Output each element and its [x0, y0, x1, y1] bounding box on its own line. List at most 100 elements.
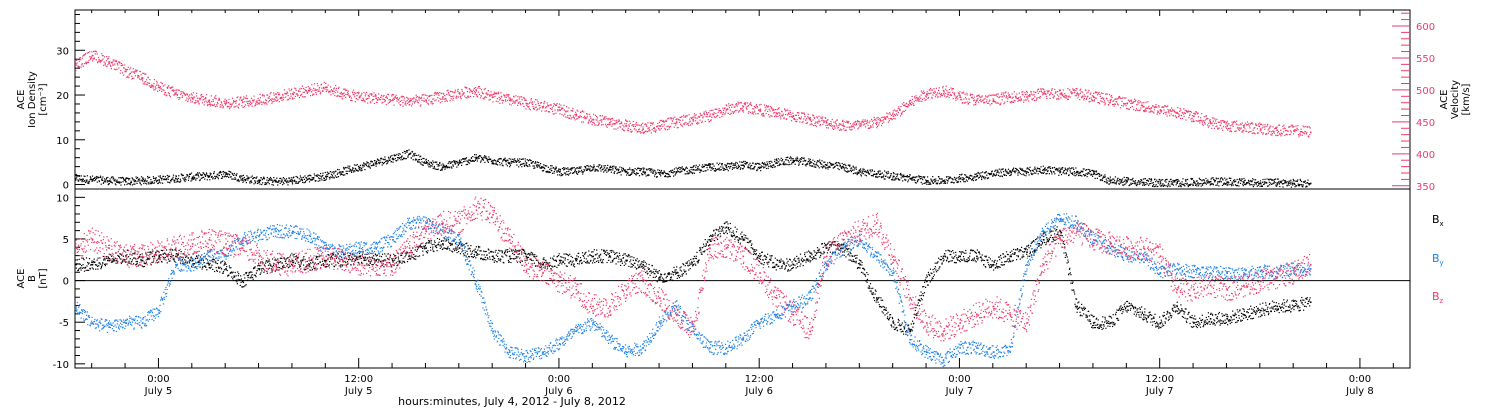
- density-series-point: [209, 174, 211, 176]
- density-series-point: [920, 178, 922, 180]
- density-series-point: [941, 182, 943, 184]
- density-series-point: [282, 181, 284, 183]
- density-series-point: [573, 172, 575, 174]
- density-series-point: [317, 180, 319, 182]
- density-series-point: [765, 164, 767, 166]
- density-series-point: [425, 158, 427, 160]
- velocity-series-point: [148, 85, 150, 87]
- density-series-point: [914, 177, 916, 179]
- density-series-point: [1057, 170, 1059, 172]
- density-series-point: [350, 169, 352, 171]
- density-series-point: [630, 173, 633, 175]
- density-series-point: [423, 162, 425, 164]
- density-series-point: [1263, 183, 1265, 186]
- density-series-point: [1301, 184, 1303, 186]
- density-series-point: [1016, 169, 1019, 171]
- density-series-point: [928, 181, 930, 183]
- density-series-point: [483, 156, 485, 158]
- velocity-series-point: [642, 132, 645, 134]
- density-series-point: [1291, 181, 1293, 183]
- density-series-point: [1056, 168, 1058, 170]
- density-series-point: [332, 176, 334, 178]
- density-series-point: [551, 170, 553, 172]
- velocity-series-point: [268, 95, 270, 98]
- velocity-series-point: [806, 122, 809, 124]
- velocity-series-point: [303, 91, 305, 93]
- density-series-point: [140, 176, 143, 178]
- density-series-point: [173, 179, 175, 181]
- velocity-series-point: [473, 87, 475, 89]
- density-series-point: [969, 175, 971, 177]
- density-series-point: [320, 178, 322, 180]
- velocity-series-point: [428, 95, 430, 97]
- density-series-point: [1064, 173, 1066, 175]
- velocity-series-point: [174, 92, 176, 94]
- velocity-series-point: [427, 103, 429, 105]
- velocity-series-point: [307, 86, 309, 88]
- density-series-point: [432, 167, 434, 169]
- velocity-series-point: [440, 92, 443, 95]
- velocity-series-point: [306, 92, 308, 94]
- velocity-series-point: [596, 124, 598, 127]
- velocity-series-point: [134, 72, 136, 74]
- velocity-series-point: [154, 86, 156, 88]
- density-series-point: [778, 164, 780, 166]
- velocity-series-point: [392, 94, 395, 96]
- density-series-point: [119, 181, 121, 183]
- density-series-point: [1148, 184, 1150, 186]
- velocity-series-point: [613, 128, 615, 130]
- velocity-series-point: [558, 106, 560, 108]
- velocity-series-point: [679, 119, 681, 121]
- density-series-point: [583, 170, 586, 172]
- density-series-point: [1087, 172, 1089, 174]
- velocity-series-point: [279, 97, 281, 99]
- velocity-series-point: [813, 125, 815, 127]
- velocity-series-point: [240, 96, 242, 98]
- velocity-series-point: [834, 122, 837, 124]
- velocity-series-point: [552, 105, 554, 107]
- velocity-series-point: [811, 123, 813, 126]
- velocity-series-point: [724, 113, 726, 115]
- velocity-series-point: [556, 104, 558, 106]
- density-series-point: [218, 174, 220, 177]
- density-series-point: [1048, 167, 1050, 169]
- density-series-point: [459, 161, 461, 163]
- velocity-series-point: [450, 95, 452, 98]
- density-series-point: [319, 180, 321, 182]
- density-series-point: [488, 159, 490, 161]
- velocity-series-point: [158, 84, 160, 87]
- velocity-series-point: [864, 123, 866, 125]
- density-series-point: [390, 155, 392, 157]
- velocity-series-point: [782, 113, 784, 115]
- velocity-series-point: [623, 126, 625, 128]
- density-series-point: [728, 166, 730, 168]
- density-series-point: [879, 173, 881, 175]
- density-series-point: [326, 171, 328, 173]
- density-series-point: [406, 150, 409, 152]
- velocity-series-point: [230, 105, 233, 107]
- velocity-series-point: [764, 110, 766, 112]
- velocity-series-point: [354, 96, 356, 98]
- density-series-point: [246, 175, 248, 177]
- density-series-datum: [392, 157, 394, 160]
- velocity-series-point: [864, 119, 866, 121]
- velocity-series-point: [737, 101, 739, 103]
- velocity-series-point: [119, 62, 121, 64]
- density-series-point: [1159, 184, 1161, 186]
- density-series-point: [1100, 179, 1102, 182]
- density-series-point: [823, 161, 825, 163]
- velocity-series-point: [642, 122, 644, 124]
- velocity-series-point: [293, 97, 295, 99]
- velocity-series-point: [702, 116, 704, 118]
- velocity-series-point: [133, 71, 135, 73]
- density-series-point: [886, 172, 888, 174]
- density-series-point: [597, 170, 599, 172]
- velocity-series-point: [342, 98, 344, 100]
- velocity-series-point: [343, 95, 346, 97]
- density-series-point: [728, 163, 730, 165]
- velocity-series-point: [237, 96, 239, 98]
- density-series-point: [577, 173, 579, 175]
- velocity-series-point: [198, 103, 200, 105]
- density-series-point: [294, 179, 296, 181]
- density-series-point: [1252, 186, 1254, 188]
